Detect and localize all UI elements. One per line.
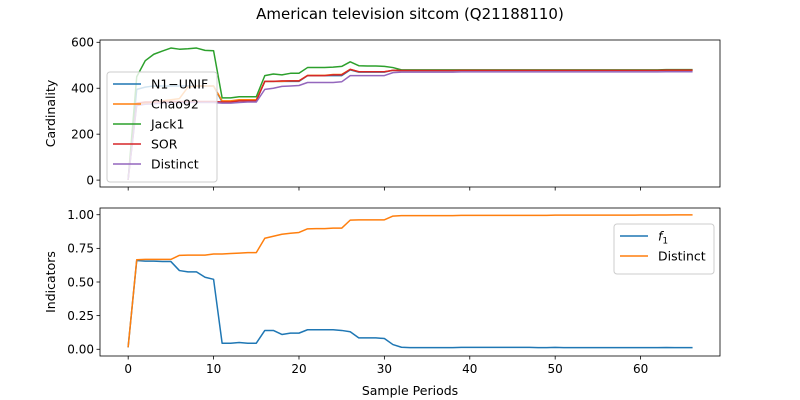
x-tick-label: 30 — [377, 362, 392, 376]
y-tick-label: 400 — [71, 82, 94, 96]
x-tick-label: 40 — [462, 362, 477, 376]
series-line — [127, 259, 693, 349]
x-axis-label: Sample Periods — [362, 383, 458, 398]
legend-label: Chao92 — [151, 97, 199, 112]
x-tick-label: 50 — [548, 362, 563, 376]
legend-label: SOR — [151, 137, 178, 152]
legend-box — [106, 71, 218, 183]
legend-label: Distinct — [151, 157, 199, 172]
x-tick-label: 0 — [124, 362, 132, 376]
y-axis-label: Cardinality — [43, 79, 58, 147]
legend-label: Distinct — [658, 249, 706, 264]
x-tick-label: 60 — [633, 362, 648, 376]
x-tick-label: 20 — [291, 362, 306, 376]
indicators-plot: 0 10 20 30 40 50 60 0.00 0.25 0.50 0.75 1.00 Indicat… — [43, 207, 721, 398]
series-line — [127, 214, 693, 348]
y-tick-label: 0.00 — [67, 343, 94, 357]
y-tick-label: 0 — [86, 173, 94, 187]
axes-frame — [99, 39, 721, 188]
y-tick-label: 200 — [71, 127, 94, 141]
series-line — [127, 70, 693, 180]
y-tick-label: 0.75 — [67, 242, 94, 256]
y-tick-label: 0.50 — [67, 275, 94, 289]
legend-label: Jack1 — [150, 117, 184, 132]
legend-label: f1 — [658, 229, 668, 247]
cardinality-plot: 0 200 400 600 Cardinality N1−UNIF Chao92 Jack1 S… — [43, 36, 721, 191]
y-axis-label: Indicators — [43, 251, 58, 313]
x-tick-label: 10 — [206, 362, 221, 376]
series-line — [127, 68, 693, 180]
y-tick-label: 600 — [71, 36, 94, 50]
chart-title: American television sitcom (Q21188110) — [256, 5, 564, 23]
y-tick-label: 0.25 — [67, 309, 94, 323]
y-tick-label: 1.00 — [67, 208, 94, 222]
legend-label: N1−UNIF — [151, 77, 208, 92]
